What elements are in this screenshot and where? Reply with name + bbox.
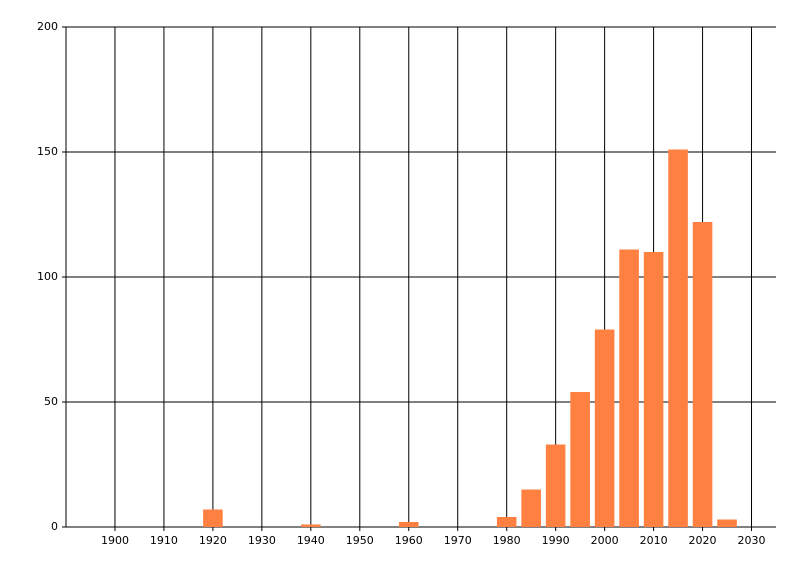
bar [594,329,615,527]
x-tick-label: 1920 [199,534,227,547]
y-tick-label: 200 [37,20,58,33]
bar [570,392,590,527]
bar [398,522,419,527]
x-tick-label: 1980 [493,534,521,547]
x-tick-label: 1940 [297,534,325,547]
bar [203,509,223,527]
x-tick-label: 2020 [689,534,717,547]
y-tick-label: 100 [37,270,58,283]
x-tick-label: 1910 [150,534,178,547]
bar [643,252,664,527]
x-tick-label: 2010 [640,534,668,547]
bar [692,222,713,527]
bar [717,519,737,527]
x-tick-label: 1950 [346,534,374,547]
bar [668,149,688,527]
bar [545,444,566,527]
x-tick-label: 2030 [738,534,766,547]
y-tick-label: 150 [37,145,58,158]
bar [496,517,517,527]
x-tick-label: 1970 [444,534,472,547]
y-tick-label: 50 [44,395,58,408]
x-tick-label: 1930 [248,534,276,547]
bar [619,249,639,527]
x-tick-label: 1990 [542,534,570,547]
y-tick-label: 0 [51,520,58,533]
x-tick-label: 1960 [395,534,423,547]
bar [521,489,541,527]
x-tick-label: 1900 [101,534,129,547]
bar [301,524,321,527]
x-tick-label: 2000 [591,534,619,547]
